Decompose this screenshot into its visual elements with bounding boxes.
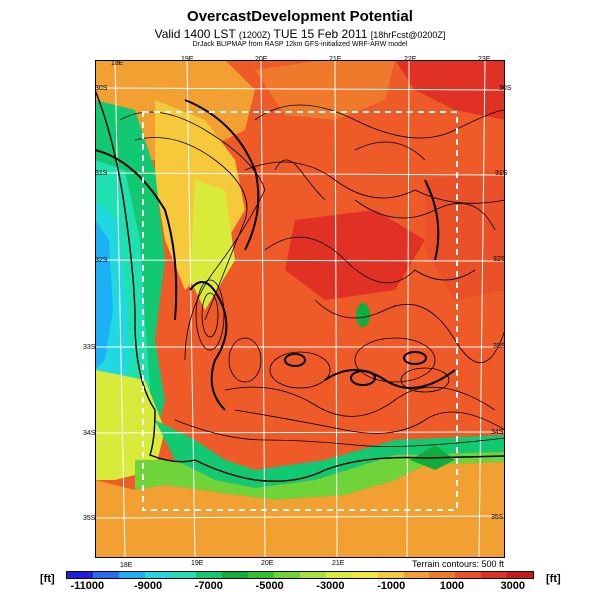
colorbar-swatch — [325, 572, 352, 578]
terrain-contour-note: Terrain contours: 500 ft — [411, 559, 504, 569]
lon-label-top: 19E — [181, 56, 194, 63]
thick-contours — [95, 99, 456, 411]
forecast-date: TUE 15 Feb 2011 — [273, 27, 368, 41]
colorbar — [66, 571, 534, 579]
colorbar-swatch — [455, 572, 482, 578]
lat-label-right: 32S — [493, 256, 506, 263]
colorbar-tick-label: 1000 — [439, 580, 465, 592]
coastline — [95, 89, 505, 482]
colorbar-swatch — [248, 572, 275, 578]
lat-label-right: 31S — [495, 170, 508, 177]
green-cell — [356, 303, 370, 327]
lon-label-top: 20E — [255, 56, 268, 63]
lon-label-top: 22E — [404, 56, 417, 63]
lon-label-bottom: 21E — [332, 560, 345, 567]
lat-lon-grid — [95, 60, 505, 558]
valid-time-line: Valid 1400 LST (1200Z) TUE 15 Feb 2011 [… — [0, 27, 600, 41]
colorbar-swatch — [196, 572, 223, 578]
lat-label-right: 34S — [491, 429, 504, 436]
colorbar-swatch — [377, 572, 404, 578]
zulu-time: (1200Z) — [238, 30, 271, 40]
coast-strip — [155, 420, 505, 488]
lat-label-left: 33S — [83, 344, 96, 351]
lat-label-right: 30S — [499, 85, 512, 92]
model-credit: DrJack BLIPMAP from RASP 12km GFS-initia… — [192, 41, 408, 48]
field-patch — [255, 60, 395, 120]
terrain-contours — [119, 104, 505, 447]
colorbar-swatch — [170, 572, 197, 578]
colorbar-swatch — [222, 572, 249, 578]
colorbar-tick-label: -11000 — [70, 580, 105, 592]
lat-label-left: 35S — [83, 515, 96, 522]
colorbar-tick-label: -9000 — [133, 580, 163, 592]
lat-label-right: 33S — [493, 343, 506, 350]
colorbar-tick-label: -3000 — [316, 580, 345, 592]
field-patch — [190, 180, 235, 310]
lat-label-right: 35S — [491, 514, 504, 521]
colorbar-swatch — [351, 572, 378, 578]
map-canvas — [95, 60, 505, 558]
colorbar-swatch — [67, 572, 93, 578]
colorbar-swatch — [144, 572, 171, 578]
colorbar-tick-label: 3000 — [500, 580, 525, 592]
field-patch — [285, 210, 425, 300]
colorbar-tick-label: -7000 — [194, 580, 223, 592]
forecast-hour: [18hrFcst@0200Z] — [370, 30, 446, 40]
colorbar-tick-label: -5000 — [255, 580, 284, 592]
colorbar-swatch — [507, 572, 534, 578]
valid-time: Valid 1400 LST — [154, 27, 236, 41]
colorbar-swatch — [92, 572, 119, 578]
lon-label-top: 18E — [111, 60, 124, 67]
lat-label-left: 30S — [95, 85, 108, 92]
colorbar-ticks: -11000 -9000 -7000 -5000 -3000 -1000 1000 3000 — [66, 580, 534, 594]
ocean-west — [95, 220, 113, 370]
unit-label-right: [ft] — [546, 573, 561, 585]
colorbar-tick-label: -1000 — [377, 580, 406, 592]
colorbar-swatch — [403, 572, 430, 578]
map-frame — [95, 60, 505, 558]
unit-label-left: [ft] — [40, 573, 55, 585]
lon-label-top: 21E — [329, 56, 342, 63]
lon-label-bottom: 19E — [191, 560, 204, 567]
inner-domain-box — [142, 111, 458, 511]
lon-label-top: 23E — [478, 56, 491, 63]
lon-label-bottom: 20E — [261, 560, 274, 567]
colorbar-swatch — [429, 572, 456, 578]
lon-label-bottom: 18E — [120, 562, 133, 569]
lat-label-left: 32S — [95, 257, 108, 264]
lat-label-left: 34S — [83, 430, 96, 437]
lat-label-left: 31S — [95, 170, 108, 177]
colorbar-swatch — [300, 572, 326, 578]
forecast-map: 18E 19E 20E 21E 22E 23E 18E 19E 20E 21E … — [83, 56, 511, 569]
colorbar-swatch — [118, 572, 145, 578]
colorbar-swatch — [274, 572, 301, 578]
coast-strip — [135, 452, 505, 500]
colorbar-swatch — [481, 572, 508, 578]
map-title: OvercastDevelopment Potential — [187, 8, 413, 25]
